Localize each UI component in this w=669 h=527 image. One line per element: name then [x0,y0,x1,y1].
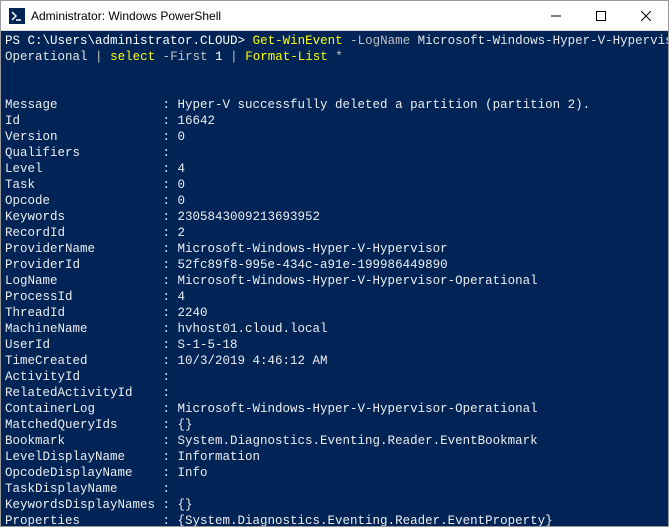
output-line: LevelDisplayName : Information [5,449,664,465]
output-line: Id : 16642 [5,113,664,129]
output-line: UserId : S-1-5-18 [5,337,664,353]
output-line: Opcode : 0 [5,193,664,209]
output-line: ProviderId : 52fc89f8-995e-434c-a91e-199… [5,257,664,273]
output-line: Bookmark : System.Diagnostics.Eventing.R… [5,433,664,449]
output-line: MatchedQueryIds : {} [5,417,664,433]
output-line: OpcodeDisplayName : Info [5,465,664,481]
prompt-path: PS C:\Users\administrator.CLOUD> [5,34,245,48]
output-line: ProviderName : Microsoft-Windows-Hyper-V… [5,241,664,257]
output-line: TimeCreated : 10/3/2019 4:46:12 AM [5,353,664,369]
output-line: RecordId : 2 [5,225,664,241]
output-properties: Message : Hyper-V successfully deleted a… [5,97,664,526]
output-line: Properties : {System.Diagnostics.Eventin… [5,513,664,526]
output-line: Qualifiers : [5,145,664,161]
output-line: Task : 0 [5,177,664,193]
output-line: TaskDisplayName : [5,481,664,497]
output-line: MachineName : hvhost01.cloud.local [5,321,664,337]
window-controls [533,1,668,30]
minimize-button[interactable] [533,1,578,30]
param-logname: -LogName [350,34,410,48]
arg-logname-part1: Microsoft-Windows-Hyper-V-Hypervisor- [418,34,668,48]
param-first: -First [163,50,208,64]
output-line: KeywordsDisplayNames : {} [5,497,664,513]
cmd-format-list: Format-List [245,50,328,64]
output-line: LogName : Microsoft-Windows-Hyper-V-Hype… [5,273,664,289]
output-line: Version : 0 [5,129,664,145]
output-line: ThreadId : 2240 [5,305,664,321]
close-button[interactable] [623,1,668,30]
output-line: Keywords : 2305843009213693952 [5,209,664,225]
maximize-button[interactable] [578,1,623,30]
arg-logname-part2: Operational [5,50,88,64]
pipe-2: | [230,50,238,64]
window-titlebar: Administrator: Windows PowerShell [1,1,668,31]
output-line: RelatedActivityId : [5,385,664,401]
arg-first-val: 1 [215,50,223,64]
output-line: ProcessId : 4 [5,289,664,305]
output-line: ActivityId : [5,369,664,385]
arg-star: * [335,50,343,64]
output-line: ContainerLog : Microsoft-Windows-Hyper-V… [5,401,664,417]
window-title: Administrator: Windows PowerShell [31,9,533,23]
pipe-1: | [95,50,103,64]
cmd-get-winevent: Get-WinEvent [253,34,343,48]
terminal-output[interactable]: PS C:\Users\administrator.CLOUD> Get-Win… [1,31,668,526]
output-line: Level : 4 [5,161,664,177]
powershell-icon [9,8,25,24]
output-line: Message : Hyper-V successfully deleted a… [5,97,664,113]
cmd-select: select [110,50,155,64]
